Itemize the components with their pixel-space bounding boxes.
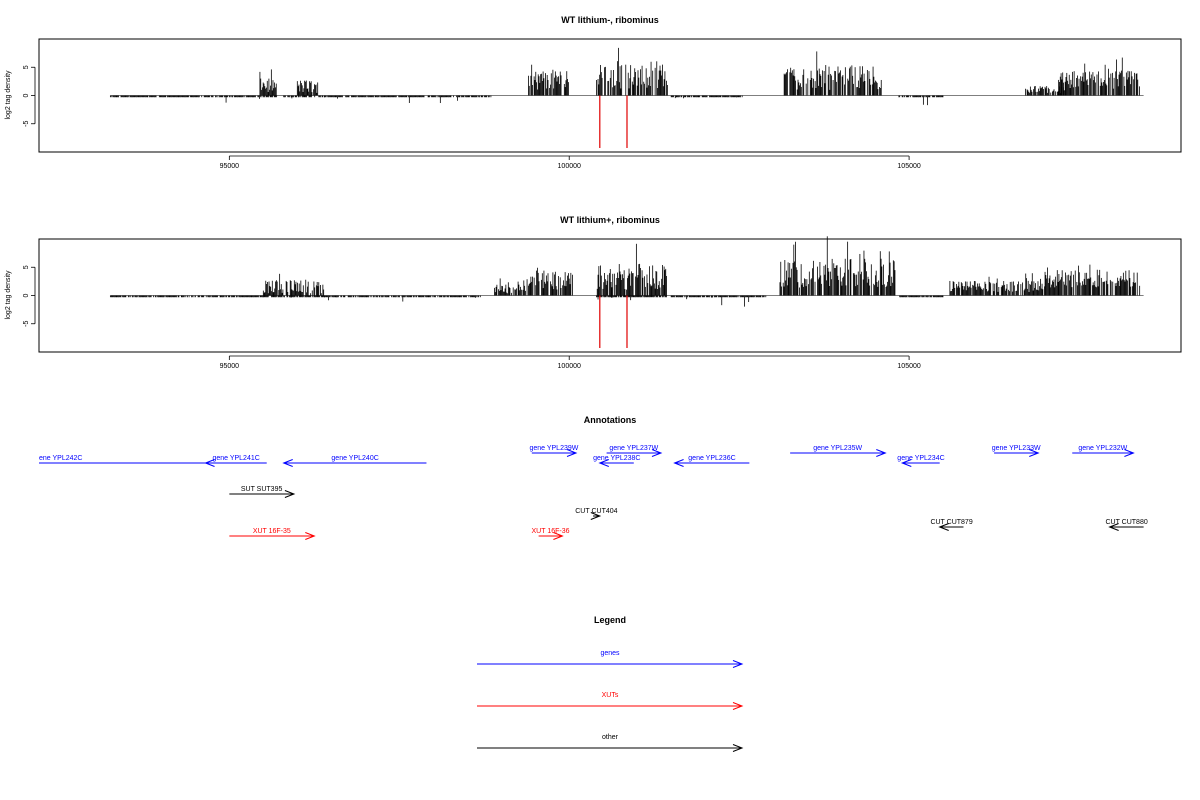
y-axis-label: log2 tag density [5, 70, 12, 120]
arrow-head [553, 532, 564, 540]
x-tick-label: 95000 [220, 363, 240, 370]
panel-title: WT lithium-, ribominus [561, 15, 659, 25]
x-tick-label: 105000 [897, 363, 920, 370]
feature-label: gene YPL240C [331, 455, 378, 462]
feature-cut-cut880: CUT CUT880 [1105, 519, 1148, 531]
feature-label: gene YPL237W [609, 445, 658, 452]
arrow-head [282, 459, 293, 467]
feature-xut-16f-35: XUT 16F-35 [229, 528, 316, 540]
arrow-head [284, 490, 296, 498]
feature-gene-ypl233w: gene YPL233W [992, 445, 1041, 457]
arrow-head [651, 449, 663, 457]
feature-label: gene YPL236C [688, 455, 735, 462]
legend: Legend genes XUTs other [477, 615, 744, 752]
density-panel-lithium-plus: WT lithium+, ribominus log2 tag density … [5, 215, 1182, 370]
feature-gene-ypl235w: gene YPL235W [790, 445, 887, 457]
arrow-head [305, 532, 316, 540]
y-tick-label: 0 [23, 293, 30, 297]
x-tick-label: 100000 [558, 363, 581, 370]
legend-items: genes XUTs other [477, 650, 744, 752]
plot-frame [38, 238, 1182, 353]
feature-gene-ypl239w: gene YPL239W [529, 445, 579, 457]
feature-label: gene YPL235W [813, 445, 862, 452]
arrow-head [876, 449, 887, 457]
density-bars [109, 47, 1144, 106]
feature-label: CUT CUT879 [930, 519, 972, 526]
feature-xut-16f-36: XUT 16F-36 [532, 528, 570, 540]
legend-arrow-head [732, 744, 744, 752]
annotations-title: Annotations [584, 415, 637, 425]
density-panel-lithium-minus: WT lithium-, ribominus log2 tag density … [5, 15, 1182, 170]
arrow-head [1124, 449, 1135, 457]
feature-label: XUT 16F-35 [253, 528, 291, 535]
arrow-head [590, 512, 602, 520]
y-tick-label: -5 [23, 121, 30, 127]
arrow-head [938, 523, 949, 531]
y-tick-label: 5 [23, 65, 30, 69]
feature-gene-ypl234c: gene YPL234C [897, 455, 945, 467]
feature-gene-ypl236c: gene YPL236C [673, 455, 750, 467]
feature-ene-ypl242c: ene YPL242C [39, 455, 213, 464]
legend-label: other [602, 734, 619, 741]
arrow-head [204, 459, 215, 467]
feature-label: gene YPL238C [593, 455, 640, 462]
feature-label: XUT 16F-36 [532, 528, 570, 535]
legend-arrow-head [732, 660, 744, 668]
plot-frame [38, 38, 1182, 153]
feature-label: CUT CUT880 [1105, 519, 1147, 526]
feature-label: gene YPL234C [897, 455, 944, 462]
feature-label: SUT SUT395 [241, 486, 283, 493]
legend-label: genes [600, 650, 620, 657]
feature-gene-ypl238c: gene YPL238C [593, 455, 640, 467]
arrow-head [900, 459, 912, 467]
annotations-track: Annotations ene YPL242C gene YPL241C gene … [39, 415, 1148, 540]
feature-cut-cut879: CUT CUT879 [930, 519, 973, 531]
feature-label: CUT CUT404 [575, 508, 617, 515]
panel-title: WT lithium+, ribominus [560, 215, 660, 225]
y-axis-label: log2 tag density [5, 270, 12, 320]
feature-gene-ypl241c: gene YPL241C [204, 455, 267, 467]
feature-sut-sut395: SUT SUT395 [229, 486, 296, 498]
arrow-head [1029, 449, 1040, 457]
arrow-head [598, 459, 609, 467]
legend-label: XUTs [602, 692, 619, 699]
x-tick-label: 95000 [220, 163, 240, 170]
red-markers [599, 295, 628, 348]
arrow-head [1108, 523, 1119, 531]
feature-gene-ypl237w: gene YPL237W [606, 445, 663, 457]
y-axis: -5 0 5 [23, 265, 36, 327]
legend-arrow-head [732, 702, 744, 710]
arrow-head [566, 449, 578, 457]
y-tick-label: -5 [23, 321, 30, 327]
legend-title: Legend [594, 615, 626, 625]
feature-arrows: ene YPL242C gene YPL241C gene YPL240C gene … [39, 445, 1148, 540]
y-tick-label: 5 [23, 265, 30, 269]
x-axis: 95000 100000 105000 [220, 155, 921, 170]
feature-gene-ypl232w: gene YPL232W [1072, 445, 1135, 457]
x-tick-label: 100000 [558, 163, 581, 170]
feature-label: gene YPL239W [529, 445, 578, 452]
x-tick-label: 105000 [897, 163, 920, 170]
legend-item-other: other [477, 734, 744, 752]
feature-label: gene YPL232W [1078, 445, 1127, 452]
red-markers [599, 95, 628, 148]
arrow-head [673, 459, 684, 467]
x-axis: 95000 100000 105000 [220, 355, 921, 370]
feature-gene-ypl240c: gene YPL240C [282, 455, 427, 467]
y-tick-label: 0 [23, 93, 30, 97]
legend-item-genes: genes [477, 650, 744, 668]
y-axis: -5 0 5 [23, 65, 36, 127]
feature-label: gene YPL241C [212, 455, 259, 462]
legend-item-xuts: XUTs [477, 692, 744, 710]
feature-label: gene YPL233W [992, 445, 1041, 452]
feature-cut-cut404: CUT CUT404 [575, 508, 618, 520]
feature-label: ene YPL242C [39, 455, 82, 462]
